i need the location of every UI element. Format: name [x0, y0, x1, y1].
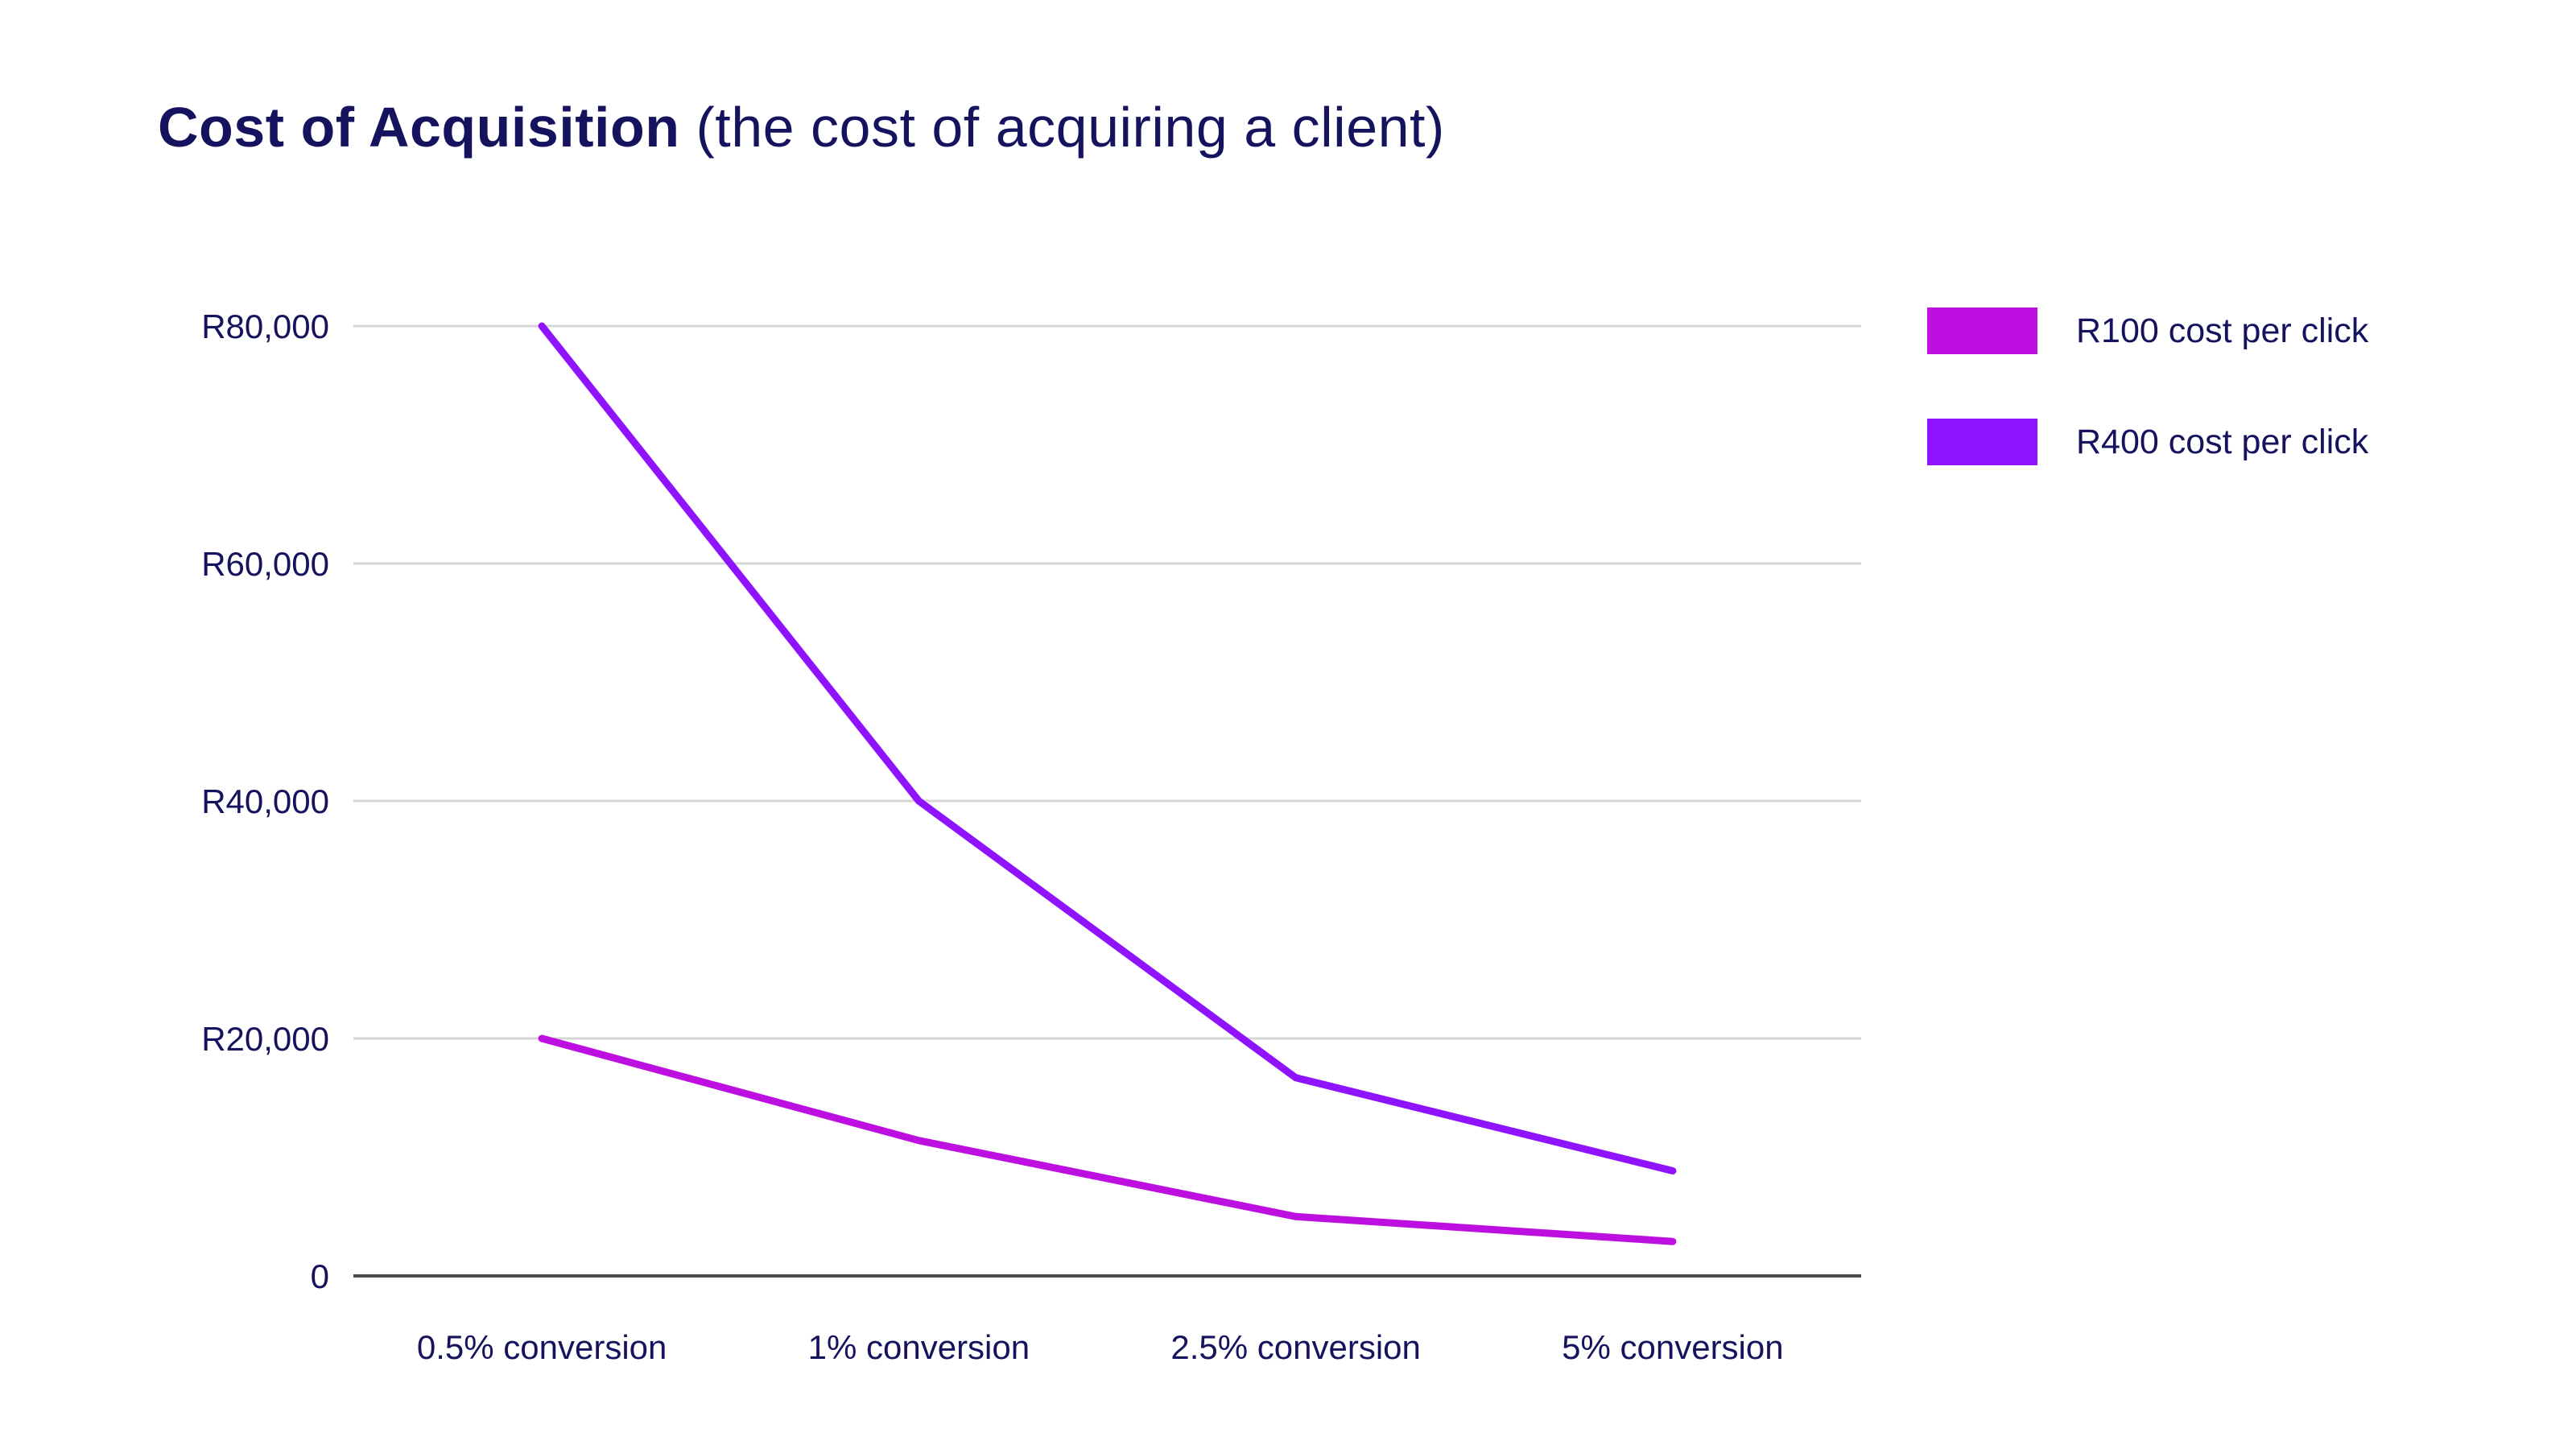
series-line-r100 — [538, 1034, 1677, 1245]
legend-item-r100[interactable]: R100 cost per click — [1927, 308, 2368, 354]
x-axis-ticks: 0.5% conversion 1% conversion 2.5% convers… — [417, 1328, 1784, 1366]
legend-label-r100: R100 cost per click — [2076, 311, 2369, 350]
chart-title-subtitle: (the cost of acquiring a client) — [679, 96, 1445, 159]
y-tick-label: R20,000 — [201, 1020, 329, 1058]
x-tick-label: 1% conversion — [808, 1328, 1030, 1366]
x-tick-label: 2.5% conversion — [1170, 1328, 1421, 1366]
series-line-r400 — [538, 322, 1677, 1174]
y-tick-label: R80,000 — [201, 308, 329, 345]
x-tick-label: 0.5% conversion — [417, 1328, 667, 1366]
y-axis-ticks: 0 R20,000 R40,000 R60,000 R80,000 — [201, 308, 329, 1295]
legend-label-r400: R400 cost per click — [2076, 422, 2369, 461]
y-tick-label: 0 — [311, 1257, 329, 1295]
y-tick-label: R60,000 — [201, 545, 329, 583]
series-lines — [538, 322, 1677, 1245]
legend-item-r400[interactable]: R400 cost per click — [1927, 419, 2368, 465]
chart-title-bold: Cost of Acquisition — [158, 96, 680, 159]
legend-swatch-r400 — [1927, 419, 2037, 465]
gridlines — [353, 324, 1861, 1278]
chart-title: Cost of Acquisition (the cost of acquiri… — [158, 95, 1445, 159]
legend-swatch-r100 — [1927, 308, 2037, 354]
y-tick-label: R40,000 — [201, 782, 329, 820]
x-tick-label: 5% conversion — [1562, 1328, 1783, 1366]
legend: R100 cost per click R400 cost per click — [1927, 308, 2368, 530]
